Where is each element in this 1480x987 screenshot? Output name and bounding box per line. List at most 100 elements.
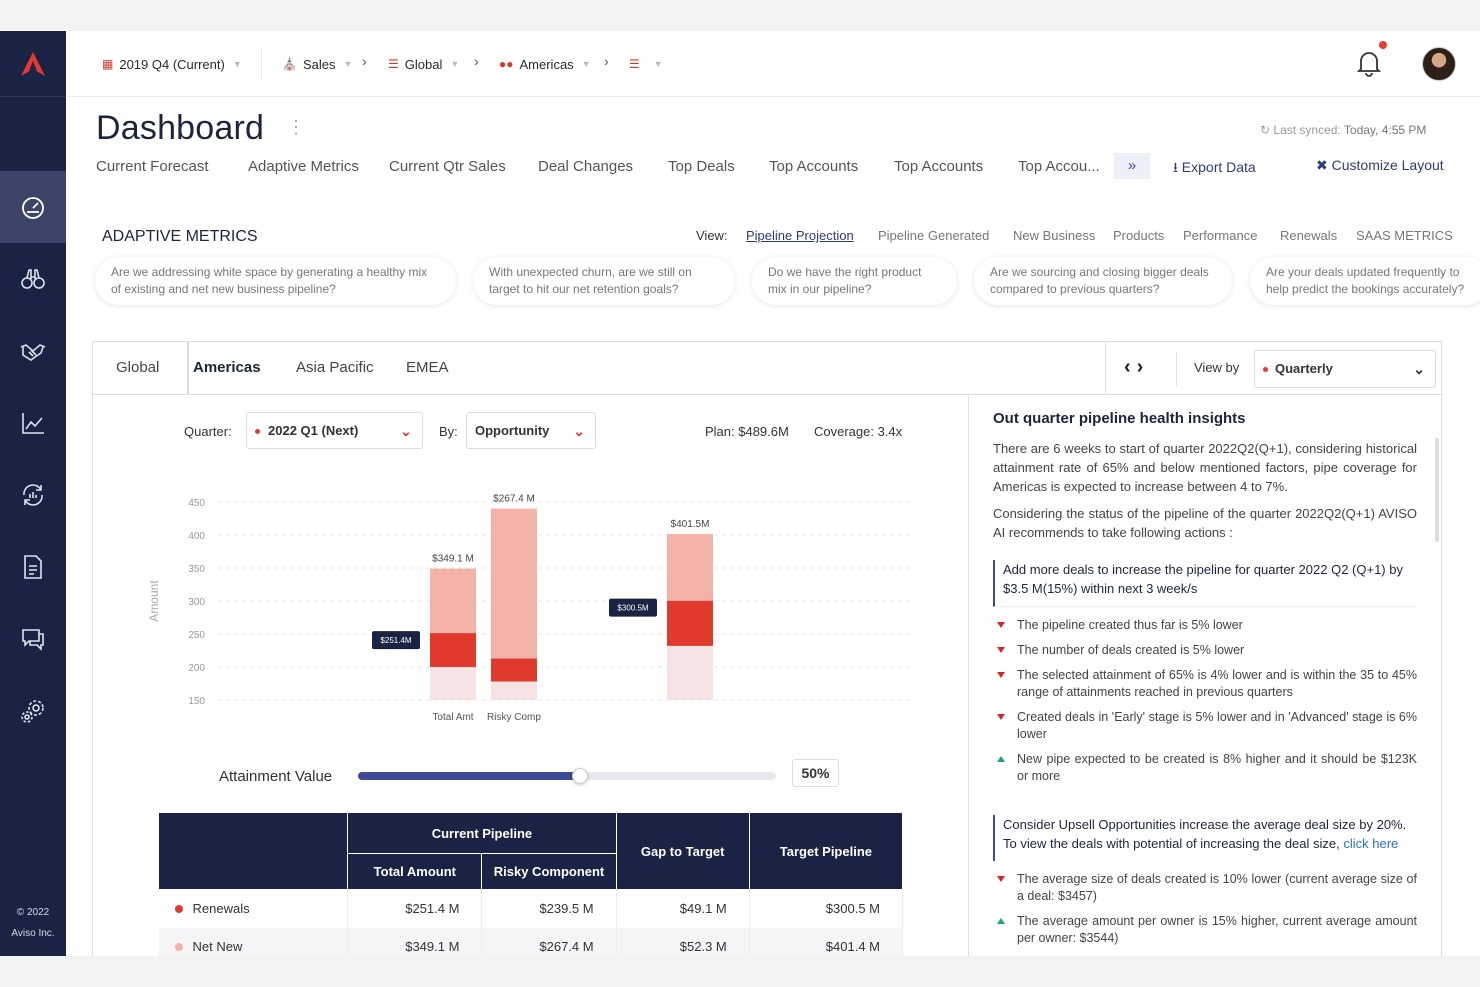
- row-name: Net New: [192, 939, 243, 954]
- cell-gap: $49.1 M: [616, 889, 750, 928]
- attainment-handle[interactable]: [571, 768, 588, 784]
- cell-total: $349.1 M: [347, 927, 483, 956]
- tab-top-accounts-2[interactable]: Top Accounts: [894, 158, 984, 175]
- bar-top-label: $401.5M: [671, 519, 710, 530]
- settings-icon[interactable]: [0, 675, 66, 747]
- insight-bullet: New pipe expected to be created is 8% hi…: [993, 751, 1417, 785]
- tab-top-accounts[interactable]: Top Accounts: [769, 158, 859, 175]
- recommendation-callout: Consider Upsell Opportunities increase t…: [993, 815, 1417, 861]
- quarter-label: Quarter:: [184, 424, 232, 439]
- bar-segment: [430, 633, 476, 667]
- kebab-menu-icon[interactable]: ⋮: [287, 117, 305, 137]
- aviso-logo[interactable]: [0, 31, 66, 97]
- question-card[interactable]: Are your deals updated frequently to hel…: [1250, 257, 1480, 305]
- refresh-analytics-icon[interactable]: [0, 459, 66, 531]
- view-pipeline-projection[interactable]: Pipeline Projection: [746, 228, 854, 243]
- customize-layout-button[interactable]: ✖ Customize Layout: [1316, 157, 1444, 174]
- page-title: Dashboard: [96, 109, 265, 147]
- plan-value: Plan: $489.6M: [705, 424, 789, 439]
- value-tag: [372, 631, 420, 650]
- view-products[interactable]: Products: [1113, 228, 1165, 243]
- last-synced-label: Last synced:: [1273, 123, 1341, 137]
- question-card[interactable]: Do we have the right product mix in our …: [752, 257, 957, 305]
- notification-badge: [1379, 41, 1387, 49]
- view-by-label: View by: [1194, 360, 1240, 375]
- crumb-americas[interactable]: ●● Americas ▼: [499, 53, 591, 75]
- bullet-text: The selected attainment of 65% is 4% low…: [1017, 668, 1417, 699]
- section-title: ADAPTIVE METRICS: [102, 228, 258, 245]
- pipeline-panel: Global Americas Asia Pacific EMEA ‹› Vie…: [92, 341, 1443, 956]
- region-tab-global[interactable]: Global: [116, 359, 160, 376]
- region-tab-americas[interactable]: Americas: [187, 342, 261, 394]
- tab-top-accounts-3[interactable]: Top Accou...: [1018, 158, 1100, 175]
- question-card[interactable]: Are we addressing white space by generat…: [95, 257, 456, 305]
- row-name-cell: Renewals: [158, 889, 349, 928]
- divider: [1176, 352, 1177, 386]
- bar-top-label: $267.4 M: [493, 494, 535, 505]
- handshake-icon[interactable]: [0, 315, 66, 387]
- dashboard-icon[interactable]: [0, 171, 66, 243]
- view-renewals[interactable]: Renewals: [1280, 228, 1338, 243]
- down-arrow-icon: [997, 876, 1005, 882]
- down-arrow-icon: [997, 672, 1005, 678]
- attainment-slider[interactable]: [358, 768, 776, 784]
- quarter-value: 2022 Q1 (Next): [268, 423, 359, 438]
- chevron-down-icon: ⌄: [400, 423, 412, 439]
- crumb-sales[interactable]: ⛪ Sales ▼: [282, 53, 352, 75]
- export-data-button[interactable]: ⭳ Export Data: [1173, 157, 1256, 181]
- by-select[interactable]: Opportunity ⌄: [466, 412, 596, 449]
- down-arrow-icon: [997, 622, 1005, 628]
- chevron-right-icon[interactable]: ›: [1136, 356, 1150, 378]
- bar-segment: [667, 534, 713, 601]
- view-by-select[interactable]: Quarterly ⌄: [1254, 350, 1436, 388]
- period-label: 2019 Q4 (Current): [119, 56, 225, 72]
- view-new-business[interactable]: New Business: [1013, 228, 1096, 243]
- region-tab-asia-pacific[interactable]: Asia Pacific: [296, 359, 374, 376]
- tab-deal-changes[interactable]: Deal Changes: [538, 158, 634, 175]
- insight-bullet: The average size of deals created is 10%…: [993, 871, 1417, 905]
- view-performance[interactable]: Performance: [1183, 228, 1258, 243]
- avatar[interactable]: [1422, 47, 1456, 81]
- click-here-link[interactable]: click here: [1343, 836, 1399, 851]
- quarter-select[interactable]: 2022 Q1 (Next) ⌄: [246, 412, 423, 449]
- table-header-empty: [157, 812, 349, 890]
- crumb-label: Sales: [302, 56, 336, 72]
- table-row[interactable]: Renewals $251.4 M $239.5 M $49.1 M $300.…: [158, 889, 904, 928]
- region-tab-emea[interactable]: EMEA: [406, 359, 449, 376]
- binoculars-icon[interactable]: [0, 243, 66, 315]
- list-selector[interactable]: ☰ ▼: [629, 53, 663, 75]
- tab-top-deals[interactable]: Top Deals: [668, 158, 735, 175]
- insight-bullet: Created deals in 'Early' stage is 5% low…: [993, 709, 1417, 743]
- bullet-text: Created deals in 'Early' stage is 5% low…: [1017, 710, 1417, 741]
- tab-adaptive-metrics[interactable]: Adaptive Metrics: [248, 158, 359, 175]
- tab-current-forecast[interactable]: Current Forecast: [96, 158, 209, 175]
- bell-icon[interactable]: [1356, 49, 1382, 77]
- app-window: © 2022 Aviso Inc. ▦ 2019 Q4 (Current) ▼ …: [0, 31, 1480, 956]
- question-card[interactable]: Are we sourcing and closing bigger deals…: [974, 257, 1232, 305]
- crumb-global[interactable]: ☰ Global ▼: [388, 53, 459, 75]
- cell-risky: $267.4 M: [481, 927, 617, 956]
- trend-chart-icon[interactable]: [0, 387, 66, 459]
- prev-next-arrows[interactable]: ‹›: [1124, 356, 1149, 379]
- top-bar: ▦ 2019 Q4 (Current) ▼ ⛪ Sales ▼ › ☰ Glob…: [66, 31, 1480, 97]
- view-saas-metrics[interactable]: SAAS METRICS: [1356, 228, 1453, 243]
- attainment-value[interactable]: 50%: [792, 759, 839, 787]
- more-tabs-icon[interactable]: »: [1114, 153, 1150, 179]
- chat-icon[interactable]: [0, 603, 66, 675]
- question-card[interactable]: With unexpected churn, are we still on t…: [473, 257, 735, 305]
- insights-paragraph: There are 6 weeks to start of quarter 20…: [993, 441, 1417, 494]
- scrollbar[interactable]: [1435, 438, 1439, 542]
- table-row[interactable]: Net New $349.1 M $267.4 M $52.3 M $401.4…: [158, 927, 904, 956]
- sync-icon[interactable]: ↻: [1260, 123, 1271, 137]
- period-selector[interactable]: ▦ 2019 Q4 (Current) ▼: [102, 53, 242, 75]
- chevron-down-icon: ⌄: [1413, 361, 1425, 377]
- sidebar: © 2022 Aviso Inc.: [0, 31, 66, 956]
- document-icon[interactable]: [0, 531, 66, 603]
- chevron-left-icon[interactable]: ‹: [1124, 356, 1137, 378]
- region-tabs: Global Americas Asia Pacific EMEA: [93, 342, 1105, 395]
- tab-current-qtr-sales[interactable]: Current Qtr Sales: [389, 158, 506, 175]
- table-header-target: Target Pipeline: [748, 812, 904, 890]
- chevron-down-icon: ▼: [450, 59, 460, 69]
- cell-gap: $52.3 M: [616, 927, 750, 956]
- view-pipeline-generated[interactable]: Pipeline Generated: [878, 228, 990, 243]
